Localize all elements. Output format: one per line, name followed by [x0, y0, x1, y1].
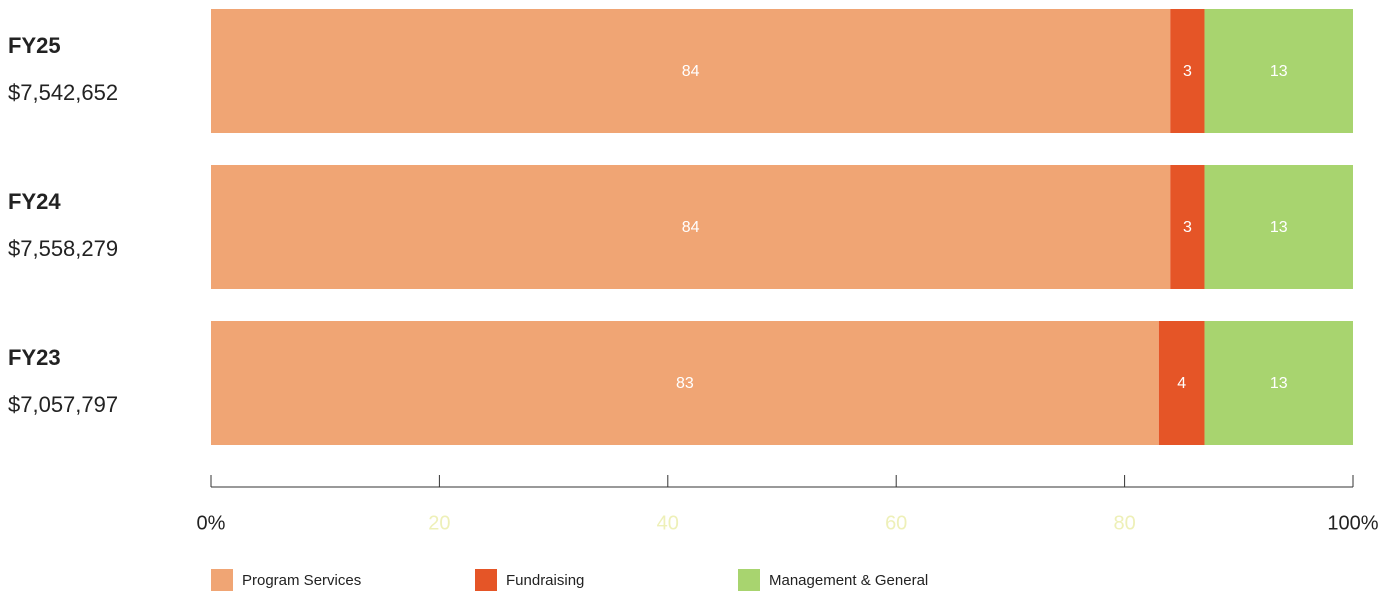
bar-segment: [211, 165, 1171, 289]
value-label: 84: [682, 219, 700, 236]
legend-label: Program Services: [242, 572, 361, 589]
bar-segment: [1170, 165, 1205, 289]
legend-swatch: [738, 569, 760, 591]
category-total: $7,542,652: [8, 80, 118, 105]
category-total: $7,057,797: [8, 392, 118, 417]
legend-label: Management & General: [769, 572, 928, 589]
x-tick-label: 80: [1113, 512, 1135, 534]
category-label: FY25: [8, 33, 61, 58]
x-tick-label: 60: [885, 512, 907, 534]
bar-segment: [1204, 9, 1353, 133]
category-label: FY24: [8, 189, 61, 214]
bar-segment: [1204, 165, 1353, 289]
bar-segment: [211, 321, 1159, 445]
bar-segment: [1204, 321, 1353, 445]
value-label: 4: [1177, 375, 1186, 392]
legend-swatch: [211, 569, 233, 591]
x-tick-label: 100%: [1327, 512, 1378, 534]
legend-swatch: [475, 569, 497, 591]
bar-segment: [1158, 321, 1205, 445]
value-label: 13: [1270, 63, 1288, 80]
category-total: $7,558,279: [8, 236, 118, 261]
value-label: 13: [1270, 375, 1288, 392]
x-tick-label: 20: [428, 512, 450, 534]
bar-segment: [1170, 9, 1205, 133]
value-label: 83: [676, 375, 694, 392]
category-label: FY23: [8, 345, 61, 370]
bar-segment: [211, 9, 1171, 133]
legend-label: Fundraising: [506, 572, 584, 589]
value-label: 13: [1270, 219, 1288, 236]
value-label: 3: [1183, 219, 1192, 236]
x-tick-label: 40: [657, 512, 679, 534]
x-tick-label: 0%: [197, 512, 226, 534]
value-label: 84: [682, 63, 700, 80]
value-label: 3: [1183, 63, 1192, 80]
